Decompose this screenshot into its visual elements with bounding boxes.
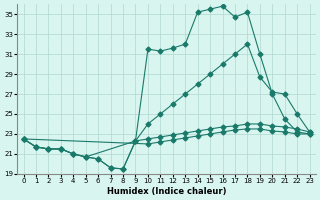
X-axis label: Humidex (Indice chaleur): Humidex (Indice chaleur) bbox=[107, 187, 226, 196]
